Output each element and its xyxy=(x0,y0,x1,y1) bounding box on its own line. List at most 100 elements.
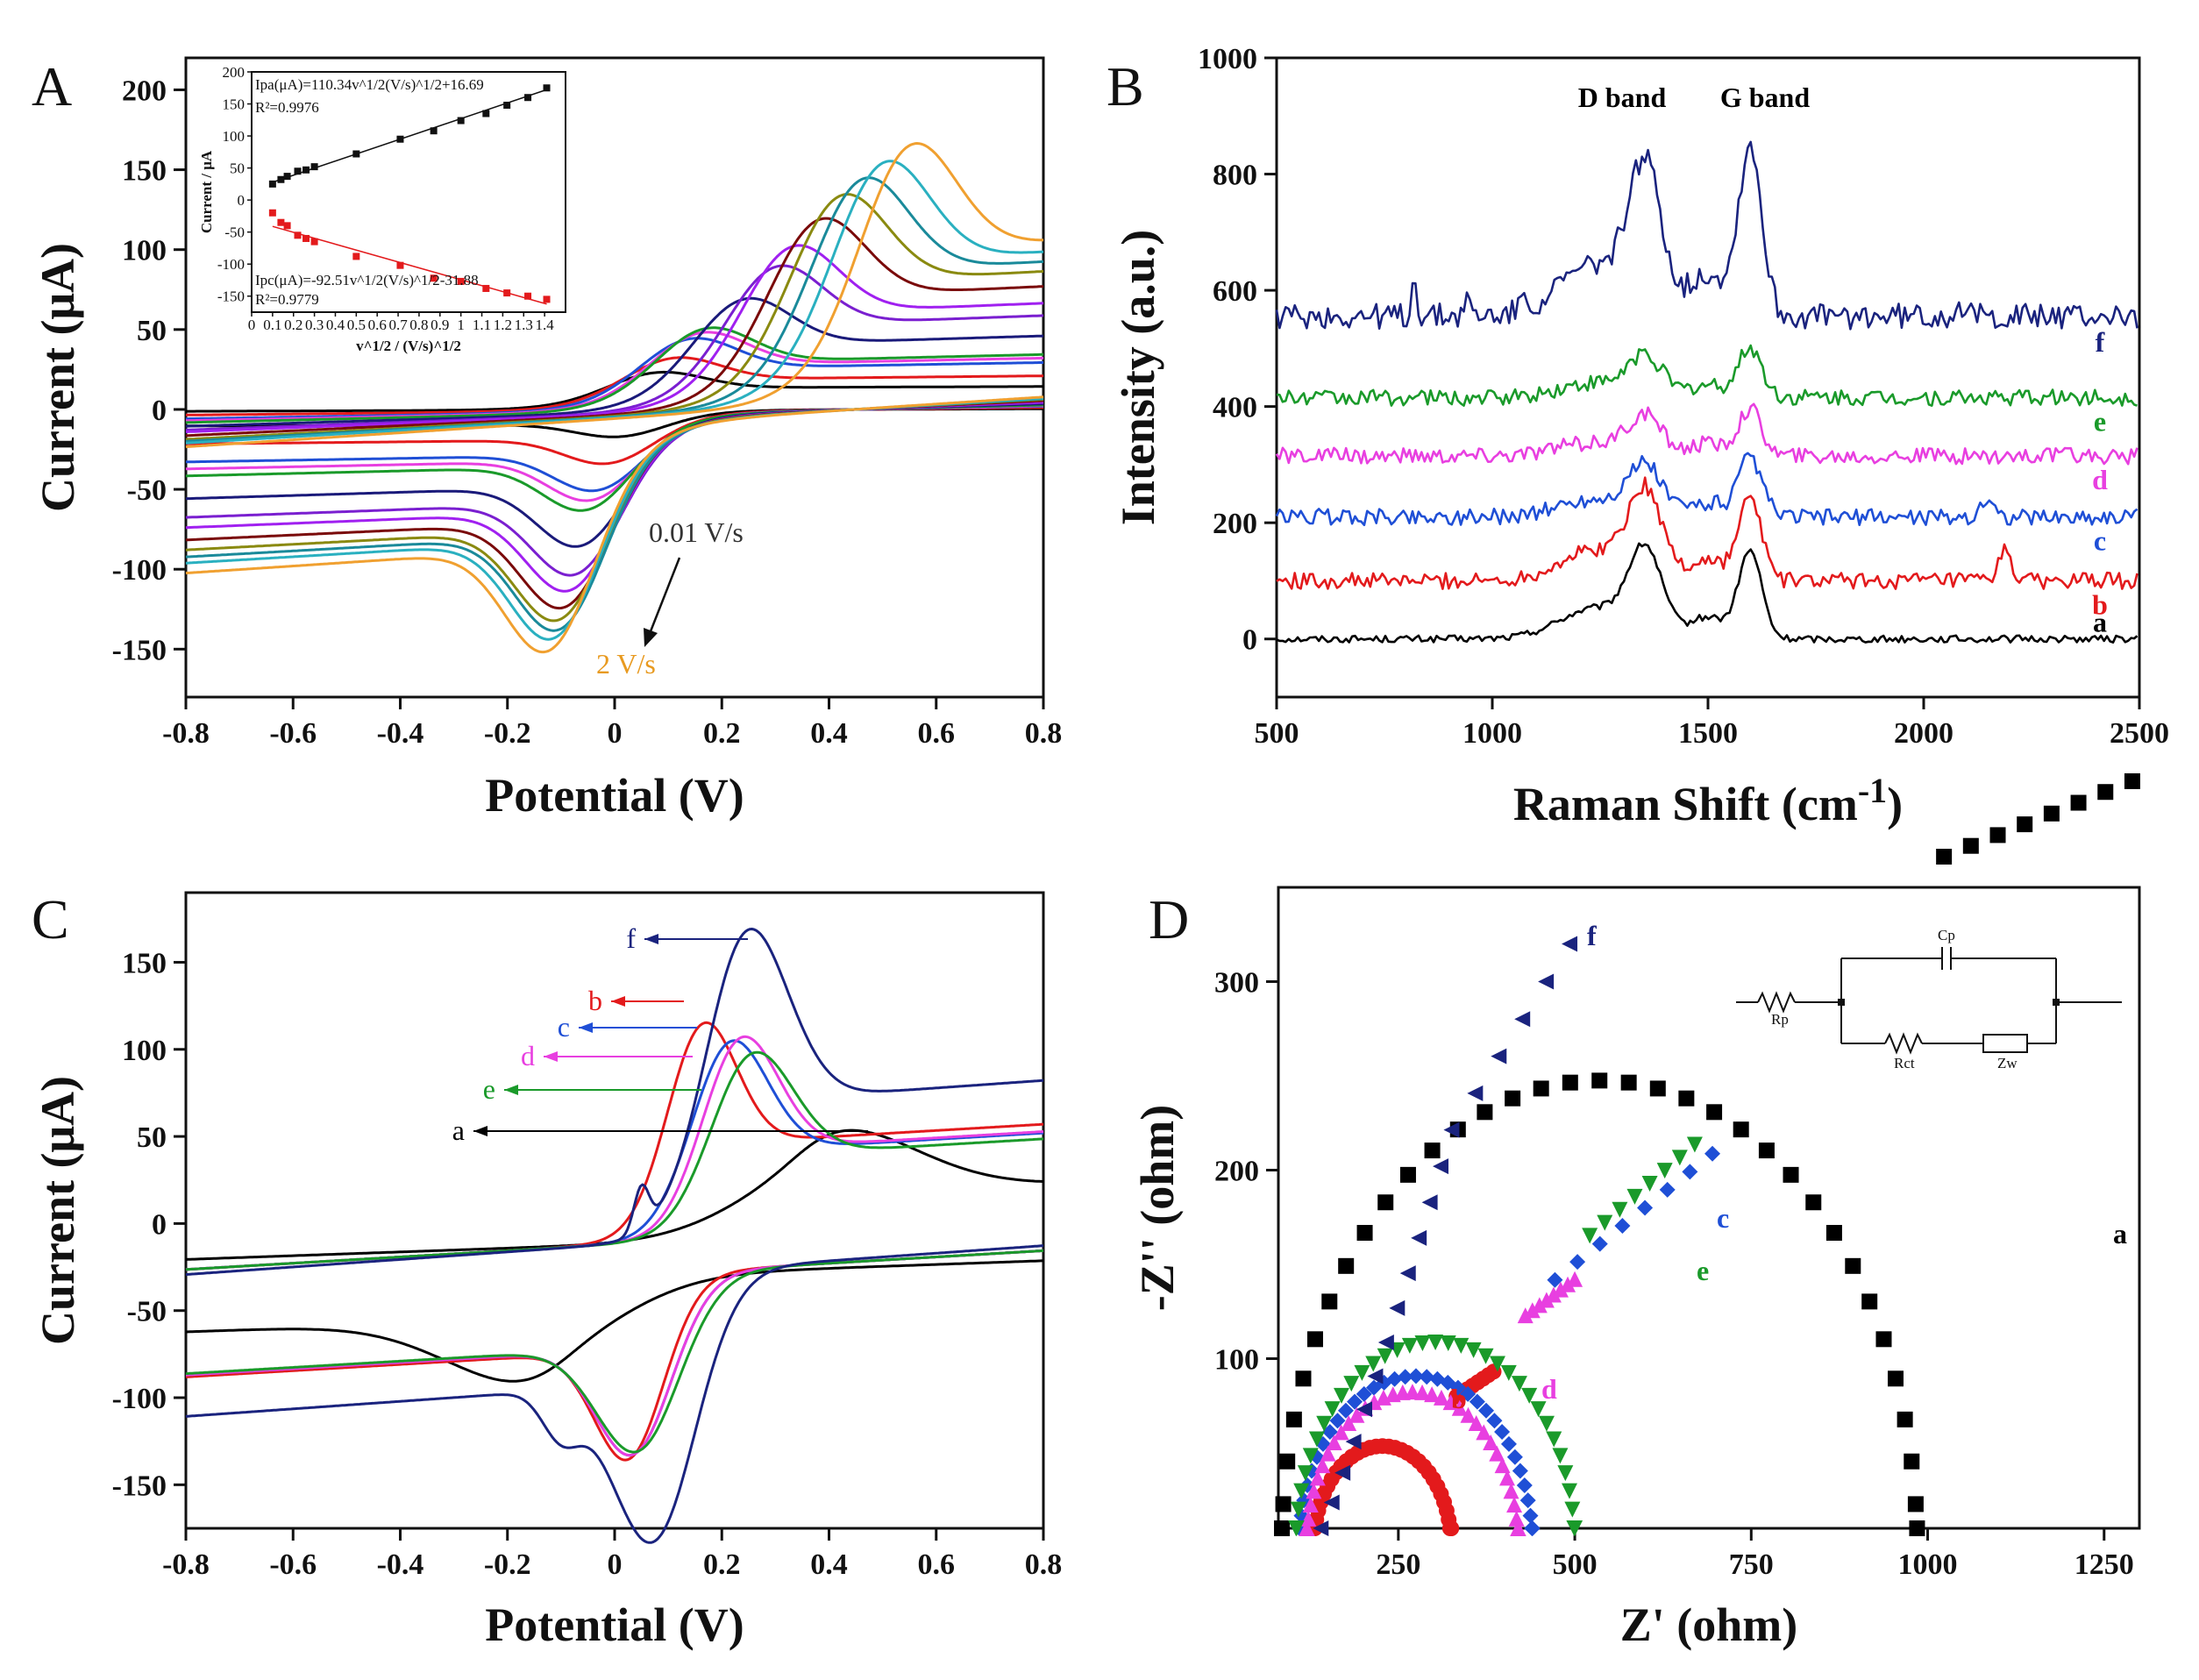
inset-y-tick-label: -150 xyxy=(217,288,245,305)
nyquist-point xyxy=(1704,1145,1721,1162)
inset-cathodic-point xyxy=(524,292,532,300)
nyquist-point xyxy=(1682,1164,1698,1180)
nyquist-point xyxy=(1449,1379,1466,1396)
nyquist-point xyxy=(1469,1393,1485,1410)
inset-x-tick-label: 0.7 xyxy=(388,317,408,333)
y-axis-label: -Z'' (ohm) xyxy=(1131,1105,1184,1312)
panel-label-c: C xyxy=(32,888,69,950)
y-tick-label: -50 xyxy=(127,1296,167,1328)
y-tick-label: -150 xyxy=(112,1470,167,1502)
nyquist-point xyxy=(1897,1411,1913,1427)
equivalent-circuit xyxy=(1736,947,2122,1055)
nyquist-point xyxy=(2017,816,2033,833)
nyquist-point xyxy=(1424,1143,1441,1159)
inset-x-tick-label: 1.1 xyxy=(473,317,491,333)
x-tick-label: 250 xyxy=(1376,1548,1420,1581)
nyquist-point xyxy=(1524,1520,1541,1536)
nyquist-point xyxy=(1399,1166,1416,1183)
nyquist-point xyxy=(1433,1158,1449,1175)
spectrum-label: f xyxy=(2096,326,2105,358)
cv-anodic-branch xyxy=(185,326,1043,424)
y-axis-label: Current (μA) xyxy=(32,1076,84,1345)
nyquist-point xyxy=(1489,1445,1505,1462)
nyquist-point xyxy=(1505,1090,1521,1107)
nyquist-point xyxy=(1907,1496,1924,1513)
nyquist-point xyxy=(1297,1465,1313,1482)
x-tick-label: -0.4 xyxy=(377,1548,424,1581)
x-tick-label: 0 xyxy=(608,717,623,750)
cv-forward-scan xyxy=(185,1039,1044,1271)
cv-forward-scan xyxy=(185,928,1044,1277)
nyquist-point xyxy=(1552,1281,1569,1298)
y-tick-label: 0 xyxy=(152,395,167,427)
y-tick-label: -50 xyxy=(127,474,167,507)
nyquist-point xyxy=(1419,1369,1435,1385)
nyquist-series xyxy=(1313,936,1578,1536)
nyquist-point xyxy=(1424,1386,1441,1403)
inset-anodic-point xyxy=(352,150,360,158)
y-tick-label: -150 xyxy=(112,634,167,666)
nyquist-point xyxy=(1531,1297,1548,1313)
nyquist-point xyxy=(1279,1453,1296,1470)
cv-anodic-branch xyxy=(185,244,1044,433)
nyquist-point xyxy=(1314,1457,1331,1474)
curve-label: e xyxy=(483,1073,495,1105)
panel-a-cv-scan-rate: -0.8 -0.6 -0.4 -0.2 0 0.2 0.4 0.6 0.8 -150 -100 -50… xyxy=(32,56,1062,822)
nyquist-point xyxy=(1533,1080,1549,1097)
inset-anodic-point xyxy=(524,94,532,102)
nyquist-point xyxy=(1451,1399,1468,1416)
nyquist-point xyxy=(1909,1520,1925,1536)
nyquist-point xyxy=(1334,1464,1351,1481)
nyquist-point xyxy=(1465,1342,1482,1358)
spectrum-label: d xyxy=(2092,464,2108,495)
y-tick-label: 800 xyxy=(1213,160,1257,192)
inset-linear-fit: 0 0.1 0.2 0.3 0.4 0.5 0.6 0.7 0.8 0.9 1 1.1 1.2 1.3 1.… xyxy=(198,64,566,354)
nyquist-point xyxy=(1904,1453,1920,1470)
nyquist-point xyxy=(1805,1194,1822,1211)
nyquist-point xyxy=(1460,1385,1477,1402)
y-tick-label: 0 xyxy=(152,1208,167,1241)
curve-label-arrowhead xyxy=(644,934,658,944)
nyquist-point xyxy=(1519,1492,1536,1509)
nyquist-point xyxy=(1783,1166,1799,1183)
nyquist-point xyxy=(1514,1011,1531,1028)
inset-anodic-point xyxy=(543,84,551,92)
cv-anodic-branch xyxy=(185,264,1044,431)
nyquist-point xyxy=(1557,1465,1574,1482)
nyquist-point xyxy=(1275,1496,1292,1513)
x-tick-label: -0.2 xyxy=(484,717,531,750)
y-tick-label: 100 xyxy=(122,1035,167,1067)
y-tick-label: 0 xyxy=(1242,624,1257,657)
nyquist-point xyxy=(1620,1074,1637,1091)
inset-cathodic-point xyxy=(482,284,490,292)
nyquist-point xyxy=(1329,1413,1346,1429)
nyquist-point xyxy=(1421,1194,1438,1211)
y-tick-label: 50 xyxy=(137,315,167,347)
nyquist-point xyxy=(1508,1510,1525,1527)
y-tick-label: -100 xyxy=(112,554,167,587)
nyquist-point xyxy=(1377,1194,1394,1211)
x-tick-label: -0.8 xyxy=(162,1548,210,1581)
inset-cathodic-point xyxy=(457,277,465,285)
band-label-d: D band xyxy=(1578,82,1667,113)
nyquist-point xyxy=(1288,1520,1305,1536)
nyquist-point xyxy=(1414,1335,1431,1351)
nyquist-point xyxy=(1483,1434,1499,1451)
nyquist-point xyxy=(1560,1276,1576,1292)
nyquist-curve-label: e xyxy=(1697,1255,1709,1286)
cv-anodic-branch xyxy=(186,331,1043,423)
inset-cathodic-point xyxy=(302,234,310,242)
nyquist-point xyxy=(1443,1121,1460,1138)
nyquist-point xyxy=(1503,1483,1519,1499)
nyquist-point xyxy=(1552,1448,1569,1464)
x-axis-label-close: ) xyxy=(1887,778,1903,830)
circuit-label: Rct xyxy=(1894,1055,1915,1071)
nyquist-point xyxy=(1597,1214,1613,1231)
panel-c-cv-electrodes: -0.8 -0.6 -0.4 -0.2 0 0.2 0.4 0.6 0.8 -150 -100 -50… xyxy=(32,891,1062,1651)
nyquist-point xyxy=(1341,1414,1357,1431)
x-tick-label: 750 xyxy=(1729,1548,1774,1581)
nyquist-point xyxy=(1524,1302,1541,1319)
nyquist-point xyxy=(1861,1293,1878,1310)
nyquist-point xyxy=(1962,837,1979,854)
nyquist-point xyxy=(1538,973,1555,990)
